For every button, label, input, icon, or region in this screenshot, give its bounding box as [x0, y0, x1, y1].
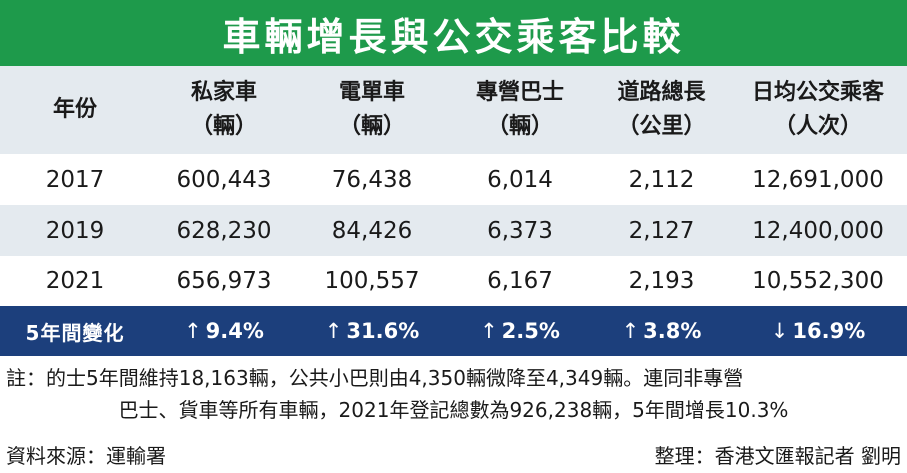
header-franchised-bus: 專營巴士 （輛） — [446, 76, 594, 144]
header-road-length-label: 道路總長 — [617, 80, 706, 105]
cell-road-length: 2,193 — [628, 268, 695, 294]
table-row: 2017 600,443 76,438 6,014 2,112 12,691,0… — [0, 154, 907, 205]
header-year-label: 年份 — [52, 97, 97, 122]
cell-year: 2021 — [45, 268, 105, 294]
cell-franchised-bus: 6,014 — [487, 166, 553, 193]
cell-motorcycle: 84,426 — [331, 217, 413, 244]
header-private-car: 私家車 （輛） — [150, 76, 298, 144]
change-private-car-value: 9.4% — [205, 319, 264, 343]
table-row: 2019 628,230 84,426 6,373 2,127 12,400,0… — [0, 205, 907, 256]
change-franchised-bus-value: 2.5% — [501, 319, 560, 343]
cell-franchised-bus: 6,167 — [487, 268, 553, 294]
change-row: 5年間變化 ↑ 9.4% ↑ 31.6% ↑ 2.5% ↑ 3.8% ↓ 16.9% — [0, 306, 907, 356]
cell-year: 2017 — [45, 166, 105, 193]
compiler-credit: 整理：香港文匯報記者 劉明 — [654, 443, 901, 468]
header-private-car-label: 私家車 — [190, 80, 257, 105]
up-arrow-icon: ↑ — [184, 319, 202, 343]
change-private-car: ↑ 9.4% — [150, 319, 298, 343]
change-motorcycle: ↑ 31.6% — [298, 319, 446, 343]
table-header-row: 年份 私家車 （輛） 電單車 （輛） 專營巴士 （輛） 道路總長 （公里） 日均… — [0, 66, 907, 154]
cell-motorcycle: 100,557 — [324, 268, 420, 294]
header-motorcycle-label: 電單車 — [338, 80, 405, 105]
change-road-length-value: 3.8% — [643, 319, 702, 343]
down-arrow-icon: ↓ — [770, 319, 789, 343]
change-road-length: ↑ 3.8% — [594, 319, 729, 343]
header-road-length-unit: （公里） — [617, 114, 706, 139]
change-daily-passengers: ↓ 16.9% — [729, 319, 907, 343]
cell-road-length: 2,127 — [628, 217, 695, 244]
cell-motorcycle: 76,438 — [331, 166, 413, 193]
up-arrow-icon: ↑ — [324, 319, 343, 343]
table-title: 車輛增長與公交乘客比較 — [0, 0, 907, 66]
footnote-line-2: 巴士、貨車等所有車輛，2021年登記總數為926,238輛，5年間增長10.3% — [118, 398, 789, 422]
header-motorcycle-unit: （輛） — [338, 114, 405, 139]
footnote-line-1: 註：的士5年間維持18,163輛，公共小巴則由4,350輛微降至4,349輛。連… — [6, 366, 744, 390]
up-arrow-icon: ↑ — [480, 319, 498, 343]
data-source: 資料來源：運輸署 — [6, 443, 166, 468]
cell-daily-passengers: 10,552,300 — [752, 268, 884, 294]
footnote: 註：的士5年間維持18,163輛，公共小巴則由4,350輛微降至4,349輛。連… — [6, 362, 901, 426]
header-daily-passengers-label: 日均公交乘客 — [751, 80, 884, 105]
change-motorcycle-value: 31.6% — [346, 319, 420, 343]
cell-private-car: 628,230 — [176, 217, 272, 244]
change-label: 5年間變化 — [25, 320, 125, 345]
cell-franchised-bus: 6,373 — [487, 217, 553, 244]
change-daily-passengers-value: 16.9% — [792, 319, 866, 343]
cell-road-length: 2,112 — [628, 166, 695, 193]
table-row: 2021 656,973 100,557 6,167 2,193 10,552,… — [0, 256, 907, 306]
footer: 資料來源：運輸署 整理：香港文匯報記者 劉明 — [6, 438, 901, 470]
header-private-car-unit: （輛） — [190, 114, 257, 139]
header-motorcycle: 電單車 （輛） — [298, 76, 446, 144]
header-franchised-bus-label: 專營巴士 — [475, 80, 564, 105]
cell-daily-passengers: 12,400,000 — [752, 217, 884, 244]
cell-daily-passengers: 12,691,000 — [752, 166, 884, 193]
header-daily-passengers: 日均公交乘客 （人次） — [729, 76, 907, 144]
header-year: 年份 — [0, 93, 150, 127]
cell-private-car: 656,973 — [176, 268, 272, 294]
change-franchised-bus: ↑ 2.5% — [446, 319, 594, 343]
header-road-length: 道路總長 （公里） — [594, 76, 729, 144]
header-franchised-bus-unit: （輛） — [486, 114, 553, 139]
header-daily-passengers-unit: （人次） — [773, 114, 862, 139]
cell-year: 2019 — [45, 217, 105, 244]
cell-private-car: 600,443 — [176, 166, 272, 193]
up-arrow-icon: ↑ — [621, 319, 640, 343]
